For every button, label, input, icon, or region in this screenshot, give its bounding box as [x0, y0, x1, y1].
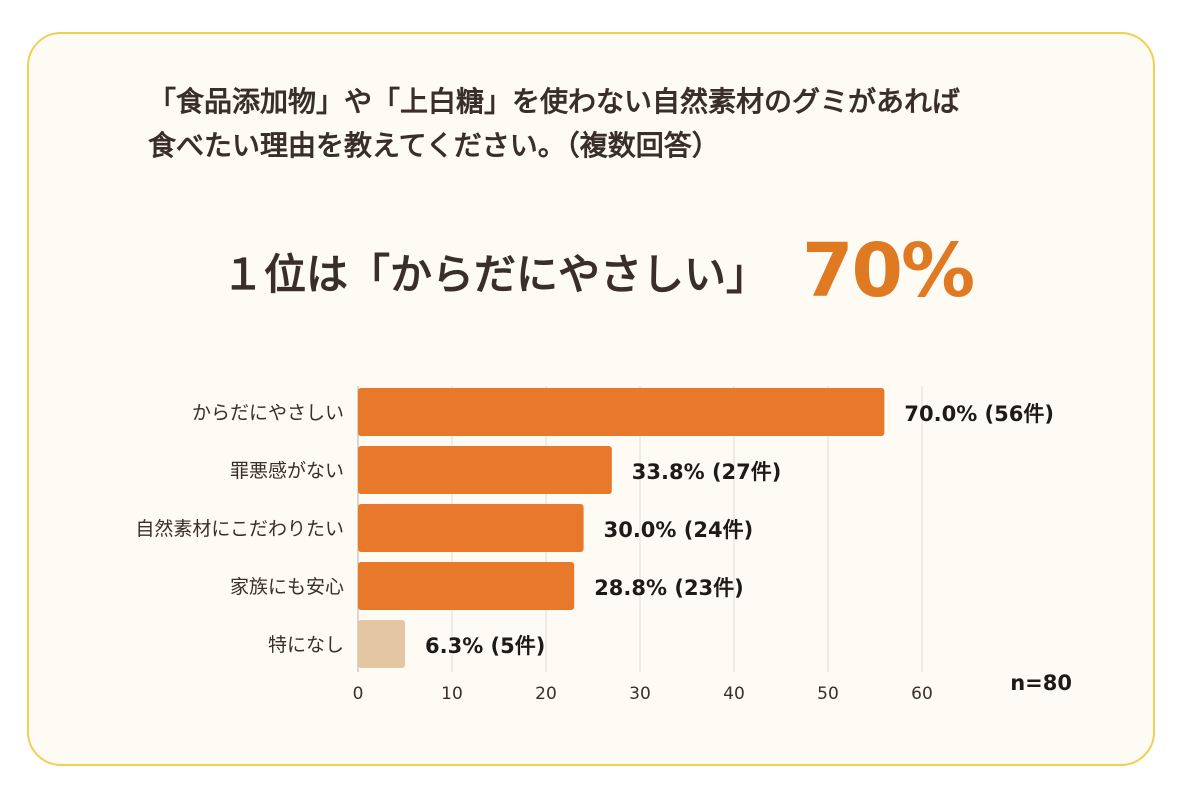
- x-tick-label: 0: [353, 684, 364, 704]
- category-label: 特になし: [268, 634, 344, 656]
- bar: [358, 562, 575, 610]
- data-label: 33.8% (27件): [632, 460, 782, 484]
- x-tick-label: 40: [723, 684, 745, 704]
- x-tick-label: 20: [535, 684, 557, 704]
- data-label: 6.3% (5件): [425, 634, 545, 658]
- bar: [358, 620, 405, 668]
- headline: １位は「からだにやさしい」 70%: [222, 226, 975, 316]
- category-label: 罪悪感がない: [230, 460, 344, 482]
- question-line-2: 食べたい理由を教えてください。（複数回答）: [148, 129, 720, 162]
- headline-rank-text: １位は「からだにやさしい」: [222, 249, 769, 299]
- headline-percent: 70%: [802, 228, 975, 314]
- bar: [358, 446, 612, 494]
- x-tick-label: 10: [441, 684, 463, 704]
- x-tick-label: 60: [911, 684, 933, 704]
- data-label: 70.0% (56件): [904, 402, 1054, 426]
- bar: [358, 388, 885, 436]
- survey-question: 「食品添加物」や「上白糖」を使わない自然素材のグミがあれば 食べたい理由を教えて…: [148, 80, 1098, 168]
- category-label: 家族にも安心: [230, 576, 344, 598]
- data-label: 28.8% (23件): [594, 576, 744, 600]
- data-label: 30.0% (24件): [604, 518, 754, 542]
- x-tick-label: 30: [629, 684, 651, 704]
- x-tick-label: 50: [817, 684, 839, 704]
- sample-size-label: n=80: [1010, 671, 1072, 695]
- category-label: からだにやさしい: [192, 402, 344, 424]
- category-label: 自然素材にこだわりたい: [135, 518, 344, 540]
- question-line-1: 「食品添加物」や「上白糖」を使わない自然素材のグミがあれば: [148, 85, 961, 118]
- bar: [358, 504, 584, 552]
